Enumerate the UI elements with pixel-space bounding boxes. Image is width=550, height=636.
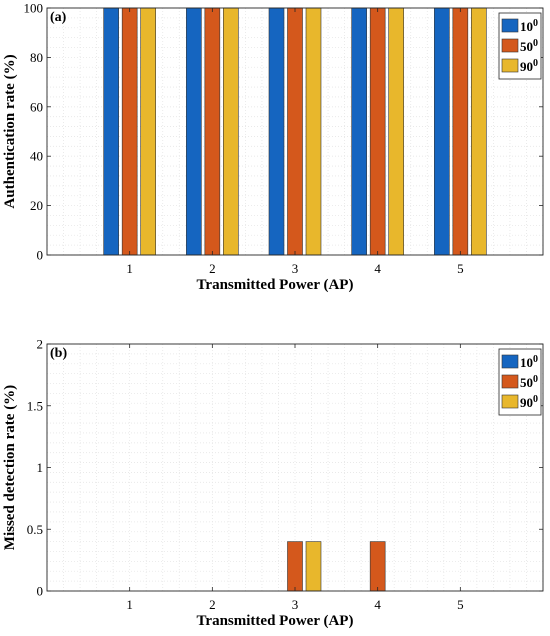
- bar-90-2: [223, 7, 239, 256]
- bar-50-2: [204, 7, 221, 256]
- panel-label: (a): [50, 10, 67, 25]
- legend-label-50: 500: [520, 38, 538, 54]
- x-tick-label: 5: [457, 261, 464, 276]
- y-tick-label: 1: [37, 460, 44, 475]
- legend-swatch-90: [501, 394, 519, 409]
- legend-swatch-10: [501, 354, 519, 369]
- bar-50-1: [121, 7, 138, 256]
- bar-90-5: [471, 7, 487, 256]
- legend-swatch-50: [501, 38, 519, 53]
- bar-90-3: [305, 7, 322, 256]
- bar-50-5: [452, 7, 469, 256]
- bar-90-3: [305, 541, 322, 592]
- bar-10-2: [186, 7, 202, 256]
- y-tick-label: 0: [37, 248, 44, 263]
- x-tick-label: 4: [374, 597, 381, 612]
- panel-a: 1 2 3 4 5 0 20 40 60 80 100 (a) Transmitted Power (A…: [2, 1, 544, 293]
- x-tick-label: 3: [292, 597, 299, 612]
- y-axis-label: Authentication rate (%): [2, 54, 18, 208]
- x-tick-label: 1: [126, 261, 133, 276]
- y-axis-label: Missed detection rate (%): [2, 385, 18, 550]
- y-tick-label: 40: [30, 149, 43, 164]
- bar-10-1: [103, 7, 119, 256]
- legend-label-10: 100: [520, 354, 538, 370]
- bar-10-3: [268, 7, 285, 256]
- y-tick-label: 2: [37, 337, 44, 352]
- bar-50-4: [369, 541, 386, 592]
- x-tick-label: 1: [126, 597, 133, 612]
- legend-label-90: 900: [520, 394, 538, 410]
- bar-50-3: [287, 541, 303, 592]
- bar-50-4: [369, 7, 386, 256]
- bars: [103, 7, 487, 256]
- bar-90-1: [140, 7, 156, 256]
- bar-90-4: [388, 7, 404, 256]
- y-tick-label: 80: [30, 50, 43, 65]
- x-axis-label: Transmitted Power (AP): [197, 277, 354, 293]
- legend-label-50: 500: [520, 374, 538, 390]
- panel-b: 1 2 3 4 5 0 0.5 1 1.5 2 (b) Transmitted Power (AP) M…: [2, 337, 544, 629]
- x-tick-label: 5: [457, 597, 464, 612]
- legend-swatch-90: [501, 58, 519, 73]
- bar-10-4: [351, 7, 367, 256]
- legend-swatch-10: [501, 18, 519, 33]
- legend-label-10: 100: [520, 18, 538, 34]
- x-tick-label: 4: [374, 261, 381, 276]
- legend-swatch-50: [501, 374, 519, 389]
- legend: 100 500 900: [498, 348, 542, 416]
- bar-50-3: [287, 7, 303, 256]
- bar-10-5: [434, 7, 450, 256]
- y-tick-label: 60: [30, 99, 43, 114]
- y-tick-label: 0.5: [27, 522, 43, 537]
- x-tick-label: 2: [209, 597, 216, 612]
- x-tick-label: 2: [209, 261, 216, 276]
- y-tick-label: 0: [37, 584, 44, 599]
- y-tick-label: 1.5: [27, 398, 43, 413]
- legend: 100 500 900: [498, 12, 542, 80]
- grid: [46, 343, 544, 592]
- panel-label: (b): [50, 346, 67, 361]
- y-tick-label: 20: [30, 198, 43, 213]
- y-tick-label: 100: [24, 1, 44, 16]
- x-tick-label: 3: [292, 261, 299, 276]
- legend-label-90: 900: [520, 58, 538, 74]
- x-axis-label: Transmitted Power (AP): [197, 613, 354, 629]
- bars: [287, 541, 386, 592]
